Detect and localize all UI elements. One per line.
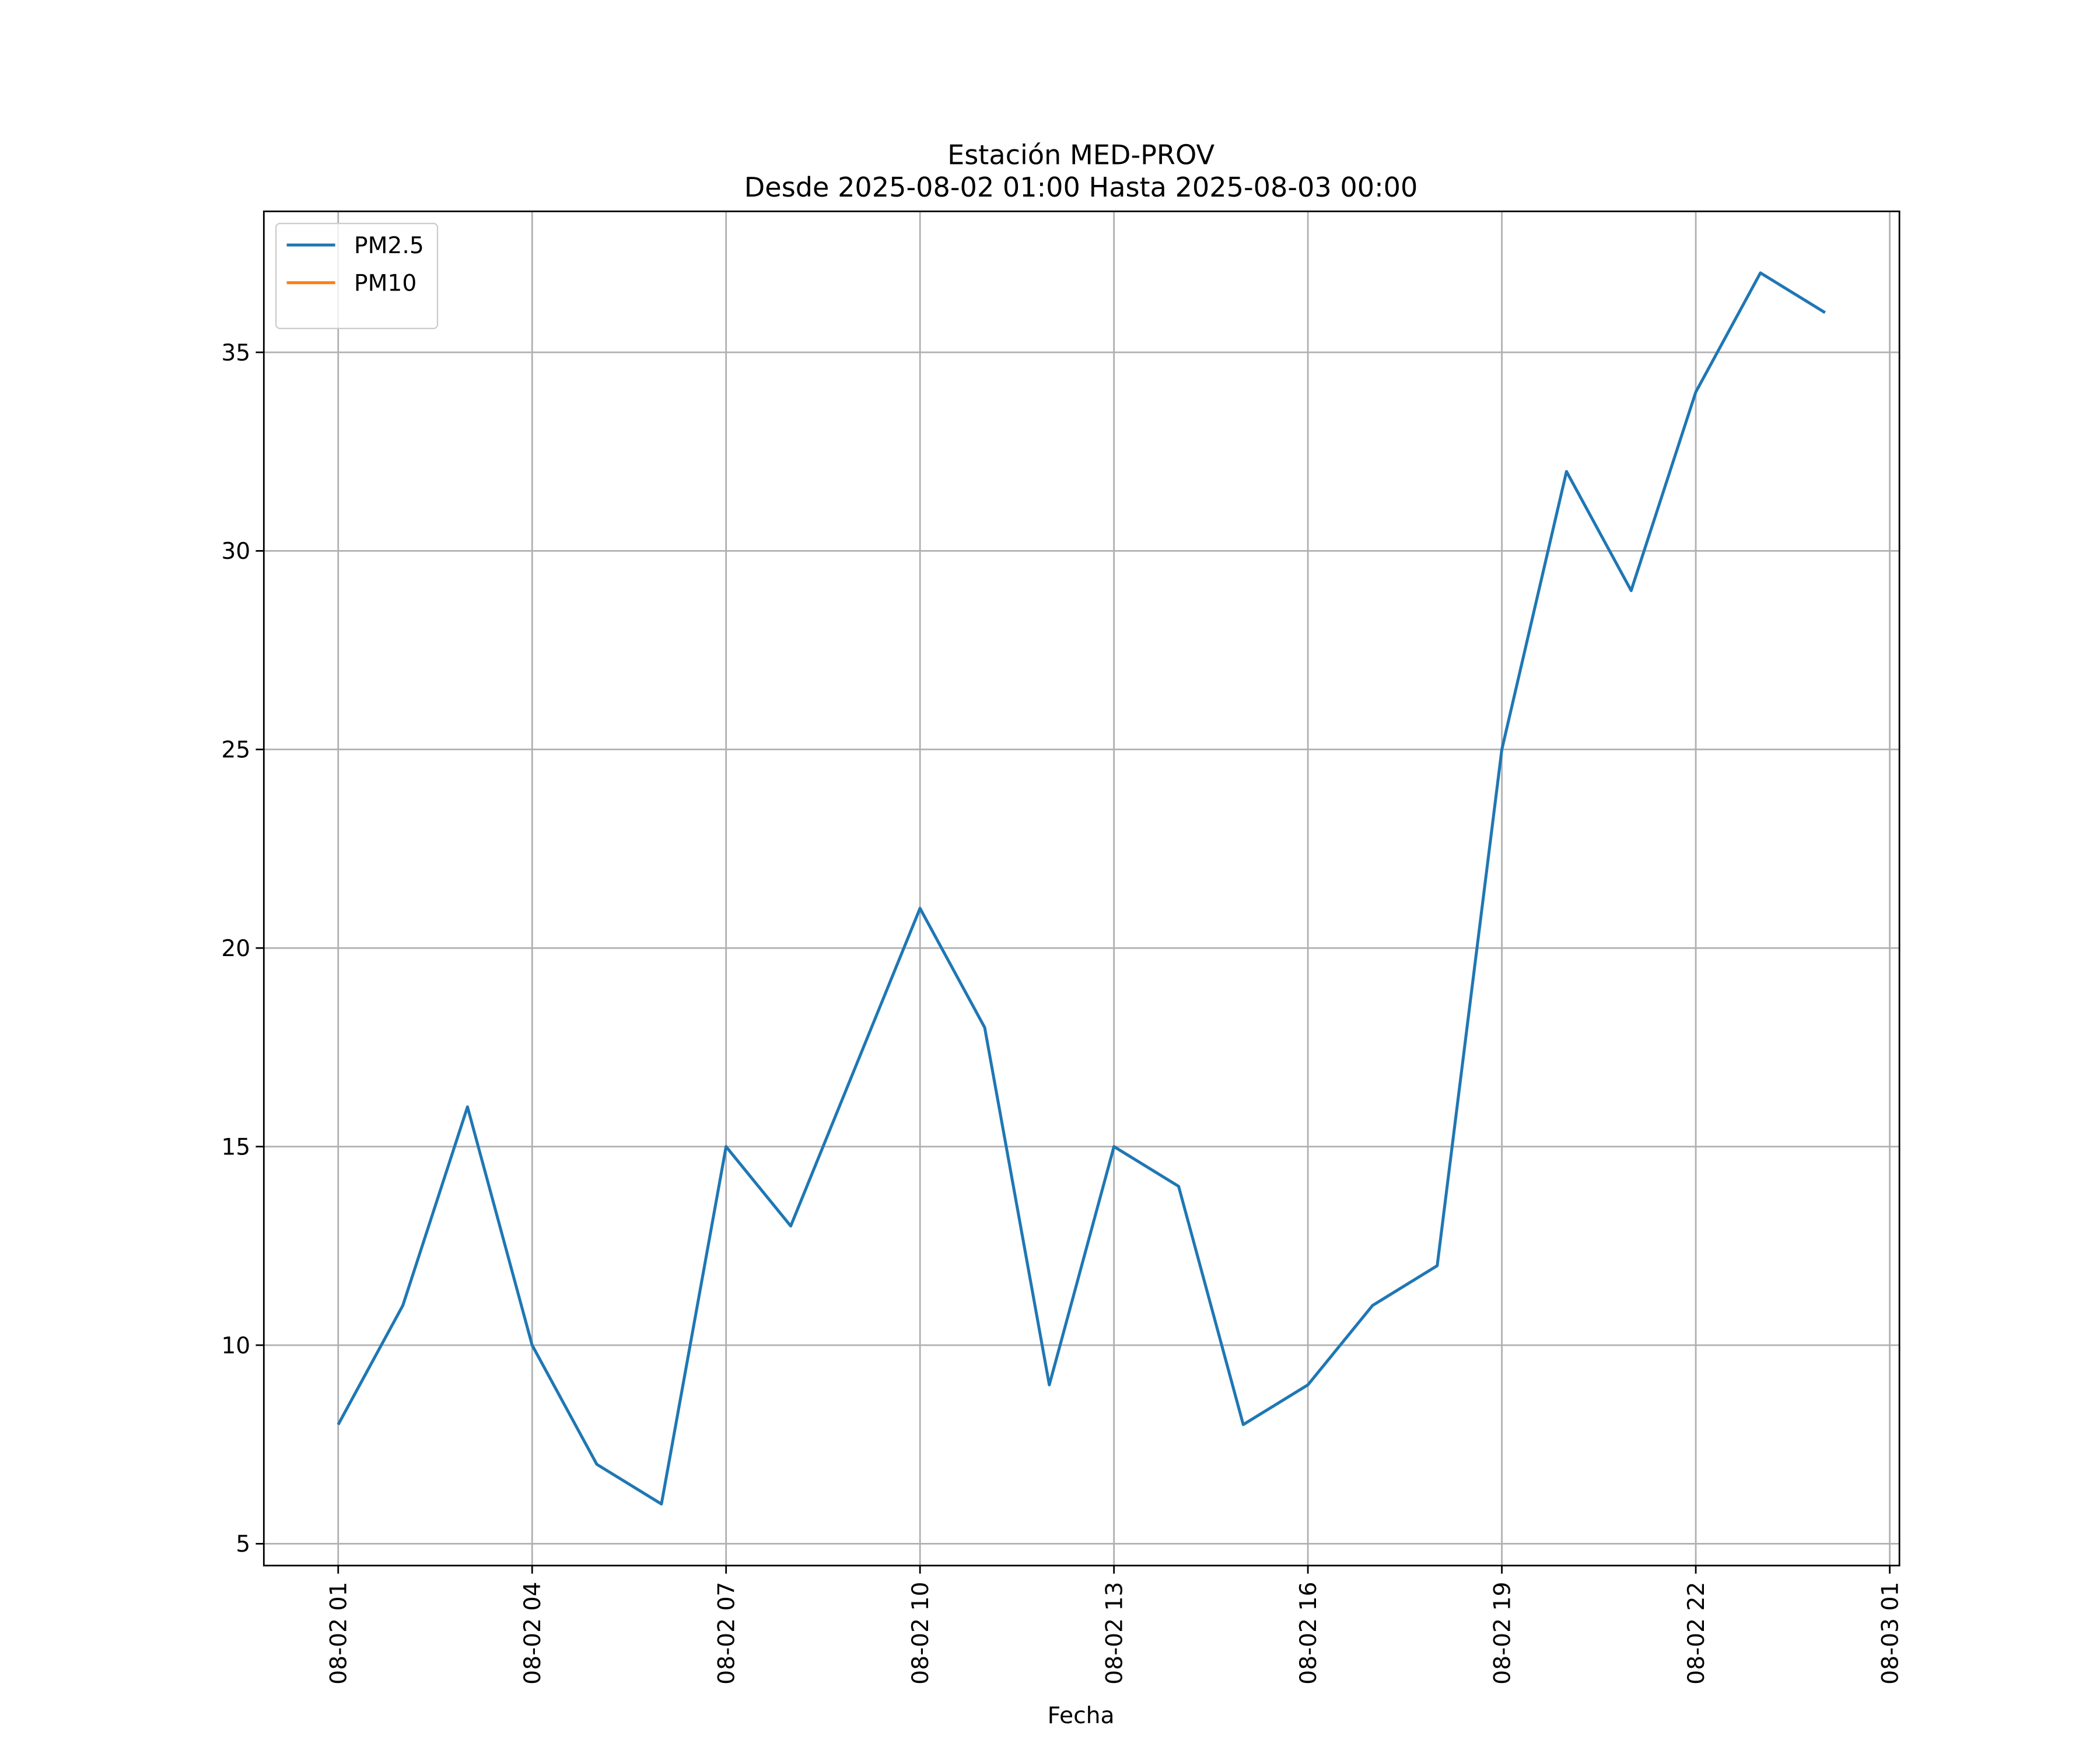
y-tick-label: 30 bbox=[221, 538, 250, 565]
x-tick-label: 08-02 10 bbox=[908, 1582, 934, 1685]
chart-title: Estación MED-PROV bbox=[947, 139, 1214, 171]
y-tick-label: 10 bbox=[221, 1333, 250, 1359]
x-tick-label: 08-02 16 bbox=[1296, 1582, 1322, 1685]
y-tick-label: 5 bbox=[236, 1531, 250, 1558]
series-line bbox=[337, 271, 1826, 1506]
axes-frame bbox=[262, 210, 1901, 1567]
x-tick-label: 08-02 07 bbox=[714, 1582, 740, 1685]
legend-label: PM2.5 bbox=[354, 233, 424, 259]
grid bbox=[264, 211, 1900, 1566]
x-tick-label: 08-02 01 bbox=[326, 1582, 352, 1685]
x-tick-label: 08-02 04 bbox=[520, 1582, 546, 1685]
legend-box bbox=[275, 222, 439, 330]
plot-area bbox=[337, 271, 1826, 1506]
x-tick-label: 08-02 22 bbox=[1684, 1582, 1710, 1685]
legend: PM2.5 PM10 bbox=[275, 222, 439, 330]
y-tick-label: 15 bbox=[221, 1134, 250, 1160]
y-tick-label: 20 bbox=[221, 936, 250, 962]
y-tick-label: 25 bbox=[221, 737, 250, 764]
y-tick-label: 35 bbox=[221, 340, 250, 366]
x-axis-label: Fecha bbox=[1048, 1703, 1115, 1729]
x-tick-label: 08-02 13 bbox=[1101, 1582, 1128, 1685]
x-tick-label: 08-02 19 bbox=[1489, 1582, 1516, 1685]
x-tick-label: 08-03 01 bbox=[1877, 1582, 1903, 1685]
legend-label: PM10 bbox=[354, 270, 416, 296]
chart-subtitle: Desde 2025-08-02 01:00 Hasta 2025-08-03 … bbox=[744, 172, 1418, 203]
